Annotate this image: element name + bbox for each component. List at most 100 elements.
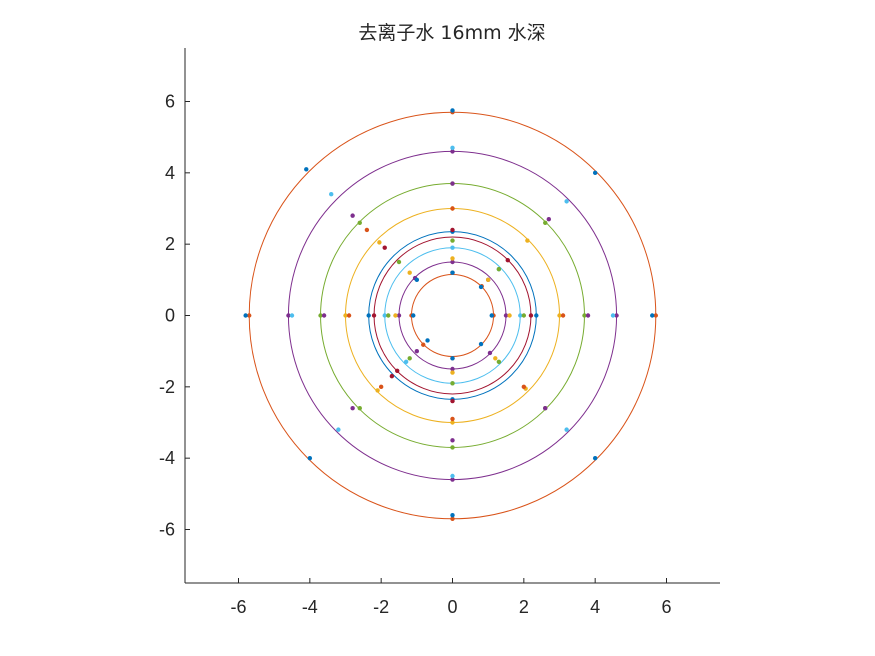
data-point: [592, 170, 598, 176]
data-point: [364, 227, 370, 233]
data-point: [357, 220, 362, 225]
axes-layer: [184, 48, 720, 584]
data-point: [478, 284, 484, 290]
data-point: [403, 359, 409, 365]
y-tick-label: 4: [165, 163, 175, 183]
ticks-layer: -6 -4 -2 0 2 4 6 -6 -4 -2 0 2 4 6: [159, 92, 672, 618]
data-point: [650, 313, 655, 318]
data-point: [393, 313, 398, 318]
data-point: [336, 427, 341, 432]
data-point: [346, 313, 352, 318]
x-tick-label: -2: [373, 597, 389, 617]
data-point: [450, 227, 455, 233]
data-point: [582, 313, 587, 318]
data-point: [450, 477, 455, 482]
data-point: [450, 259, 455, 265]
data-point: [395, 368, 400, 373]
data-point: [653, 313, 658, 318]
x-tick-label: -4: [302, 597, 318, 617]
data-point: [343, 313, 348, 318]
data-point: [614, 313, 619, 318]
data-point: [450, 256, 455, 261]
data-point: [585, 313, 591, 318]
data-point: [450, 420, 455, 425]
data-point: [396, 259, 402, 265]
data-point: [414, 277, 420, 283]
data-point: [493, 356, 498, 361]
data-point: [485, 277, 491, 283]
data-point: [507, 313, 512, 318]
data-point: [382, 313, 387, 318]
x-tick-label: -6: [230, 597, 246, 617]
y-tick-label: 2: [165, 234, 175, 254]
y-tick-label: 6: [165, 92, 175, 112]
data-point: [286, 313, 291, 318]
data-point: [450, 149, 455, 154]
data-point: [350, 213, 355, 218]
data-point: [489, 313, 494, 318]
data-point: [450, 516, 455, 521]
data-point: [560, 313, 566, 318]
y-tick-label: -4: [159, 448, 175, 468]
data-point: [414, 348, 420, 354]
data-point: [396, 313, 402, 318]
data-point: [321, 313, 327, 318]
data-point: [450, 381, 455, 386]
data-point: [450, 445, 455, 450]
data-point: [357, 406, 362, 411]
data-point: [496, 359, 502, 365]
data-point: [450, 513, 455, 518]
data-point: [592, 455, 598, 461]
data-point: [450, 398, 455, 404]
data-point: [487, 350, 493, 356]
y-tick-label: 0: [165, 306, 175, 326]
data-point: [496, 266, 502, 272]
data-point: [247, 313, 252, 318]
data-point: [318, 313, 323, 318]
data-point: [610, 313, 616, 318]
data-point: [377, 240, 382, 245]
x-tick-label: 0: [447, 597, 457, 617]
data-point: [543, 406, 548, 411]
data-point: [478, 341, 484, 347]
data-point: [329, 192, 334, 197]
data-point: [366, 313, 371, 318]
data-point: [543, 220, 548, 225]
data-point: [304, 167, 309, 172]
data-point: [450, 473, 455, 479]
data-point: [546, 217, 551, 222]
data-point: [243, 313, 248, 318]
y-tick-label: -2: [159, 377, 175, 397]
data-point: [450, 181, 455, 186]
data-point: [521, 384, 527, 390]
data-point: [350, 406, 355, 411]
data-point: [503, 313, 509, 318]
x-tick-label: 4: [590, 597, 600, 617]
data-point: [386, 313, 391, 318]
data-point: [382, 245, 387, 250]
data-point: [564, 427, 569, 432]
data-point: [525, 238, 530, 243]
data-point: [450, 370, 455, 375]
data-point: [534, 313, 539, 318]
data-point: [450, 238, 455, 243]
data-point: [564, 199, 569, 204]
data-point: [505, 258, 510, 263]
data-point: [518, 313, 523, 318]
data-point: [407, 270, 412, 275]
data-point: [371, 313, 377, 318]
x-tick-label: 6: [661, 597, 671, 617]
data-point: [450, 366, 455, 372]
data-point: [411, 313, 416, 318]
data-point: [389, 373, 395, 379]
data-point: [450, 356, 455, 361]
data-point: [378, 384, 384, 390]
x-tick-label: 2: [519, 597, 529, 617]
y-tick-label: -6: [159, 520, 175, 540]
data-point: [307, 455, 313, 461]
data-point: [450, 416, 455, 422]
chart-title: 去离子水 16mm 水深: [358, 22, 545, 44]
data-point: [289, 313, 295, 318]
data-point: [450, 438, 455, 443]
